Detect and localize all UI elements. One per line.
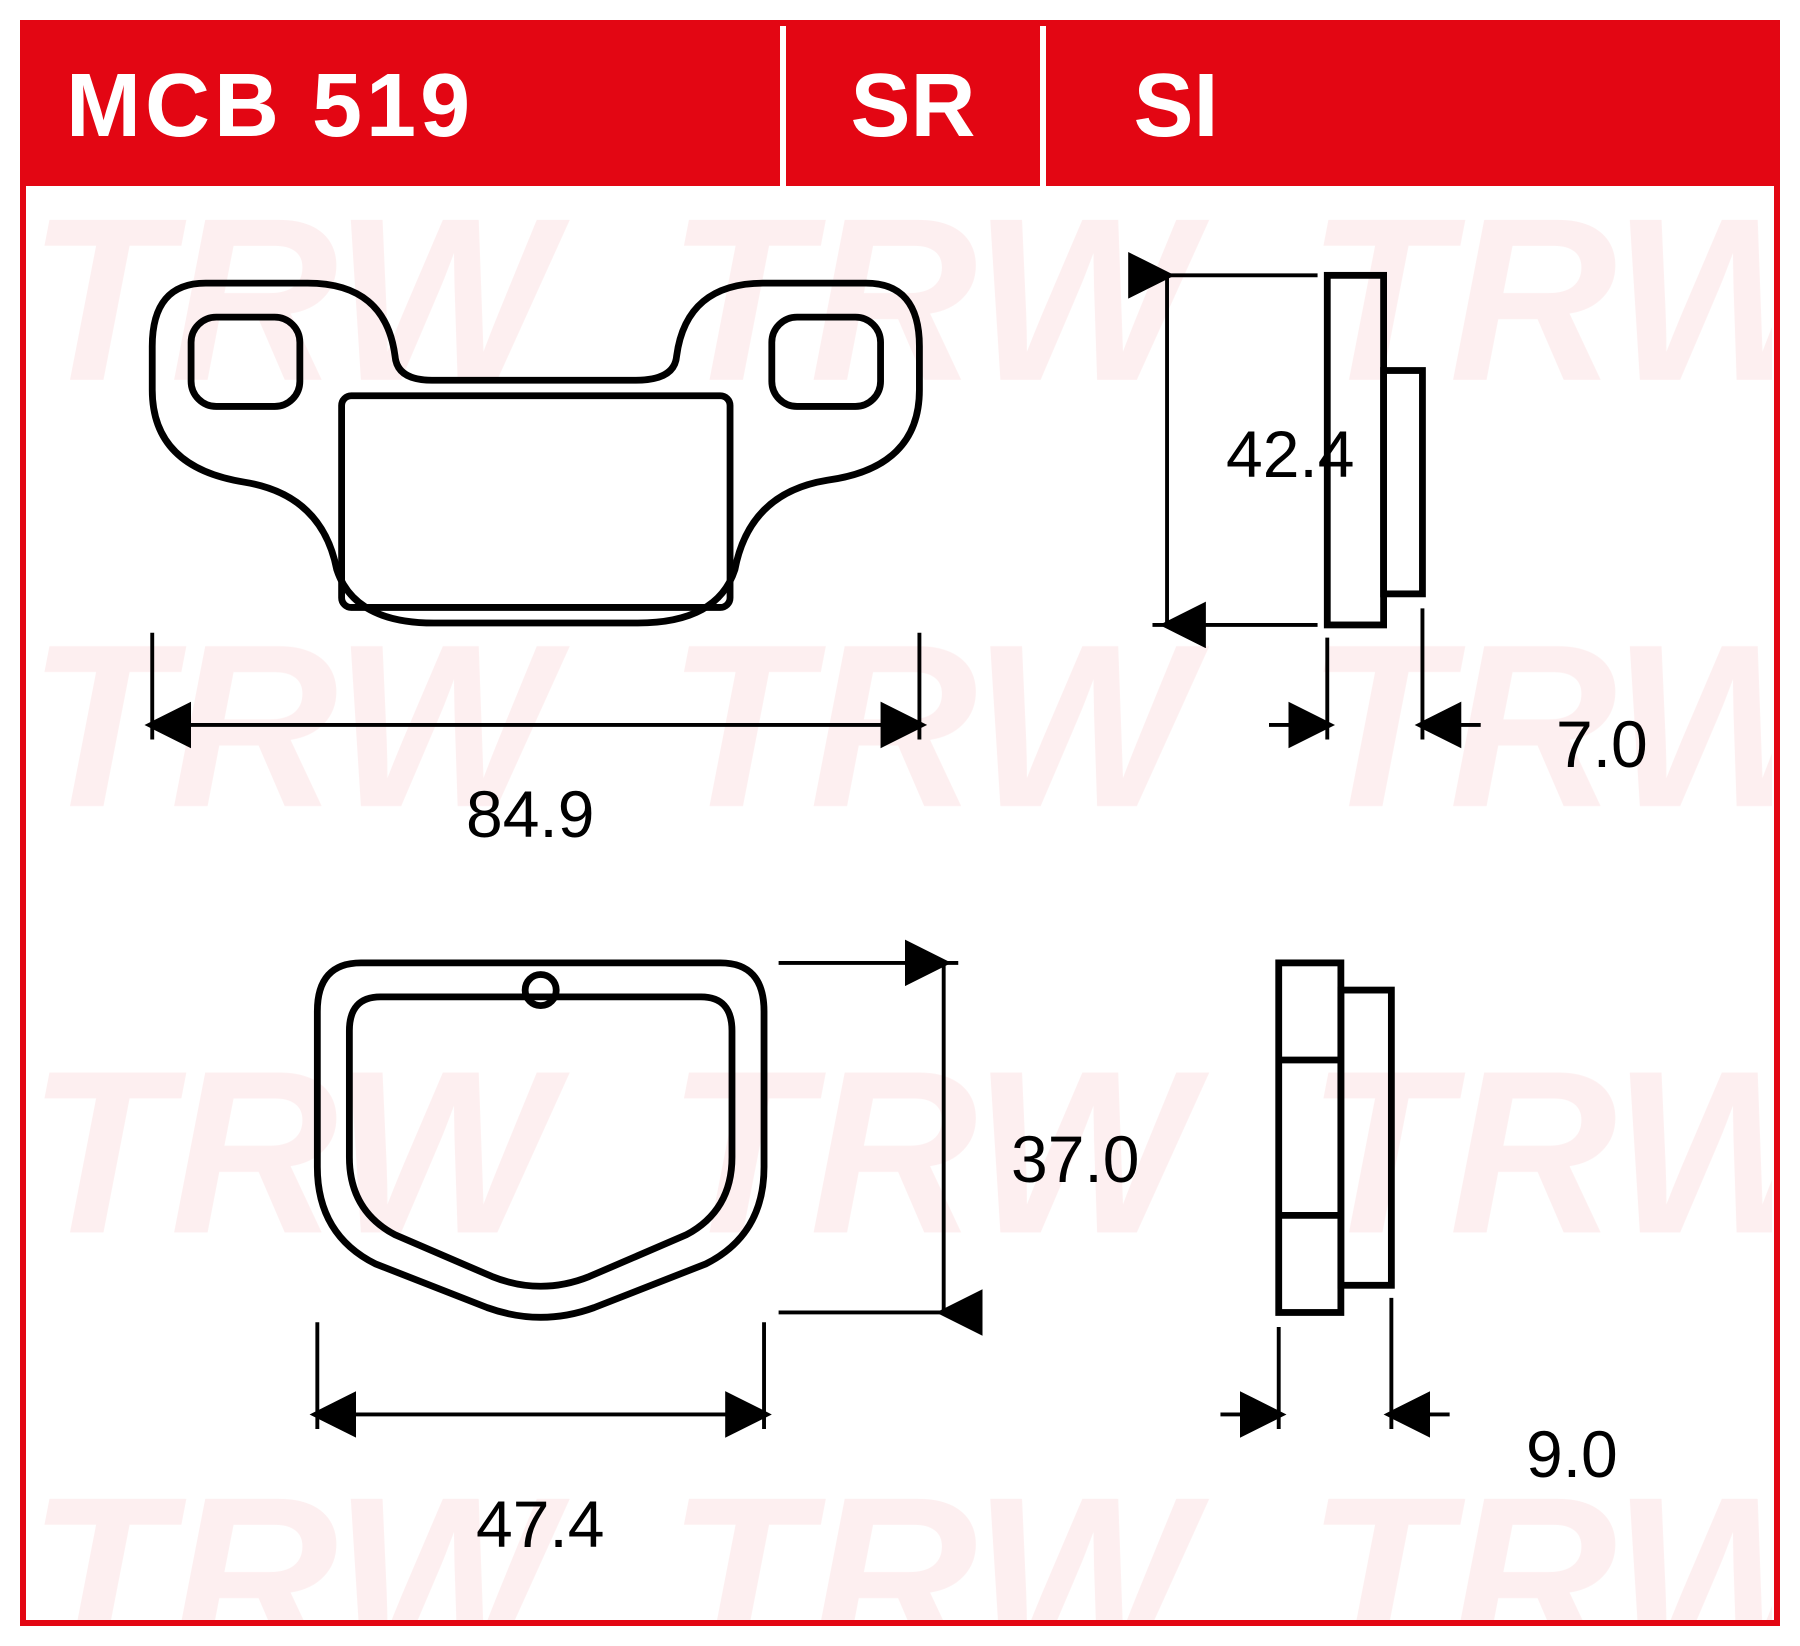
- pad1-width-dimension: [152, 633, 919, 740]
- pad2-width-dimension: [317, 1322, 764, 1429]
- variant-sr: SR: [786, 26, 1046, 186]
- pad1-thick-value: 7.0: [1556, 706, 1648, 782]
- header-bar: MCB 519 SR SI: [26, 26, 1774, 186]
- pad2-thick-value: 9.0: [1526, 1416, 1618, 1492]
- technical-drawing: [26, 186, 1774, 1623]
- pad2-height-dimension: [779, 963, 959, 1313]
- pad2-thickness-dimension: [1220, 1298, 1449, 1429]
- pad1-width-value: 84.9: [466, 776, 594, 852]
- product-code: MCB 519: [26, 26, 786, 186]
- pad2-width-value: 47.4: [476, 1486, 604, 1562]
- diagram-body: TRW: [26, 186, 1774, 1620]
- variant-si: SI: [1046, 26, 1306, 186]
- product-diagram-card: MCB 519 SR SI TRW: [20, 20, 1780, 1626]
- pad2-front-shape: [317, 963, 764, 1317]
- pad2-height-value: 37.0: [1011, 1121, 1139, 1197]
- pad1-height-value: 42.4: [1226, 416, 1354, 492]
- pad2-side-shape: [1279, 963, 1392, 1313]
- pad1-front-shape: [152, 283, 919, 623]
